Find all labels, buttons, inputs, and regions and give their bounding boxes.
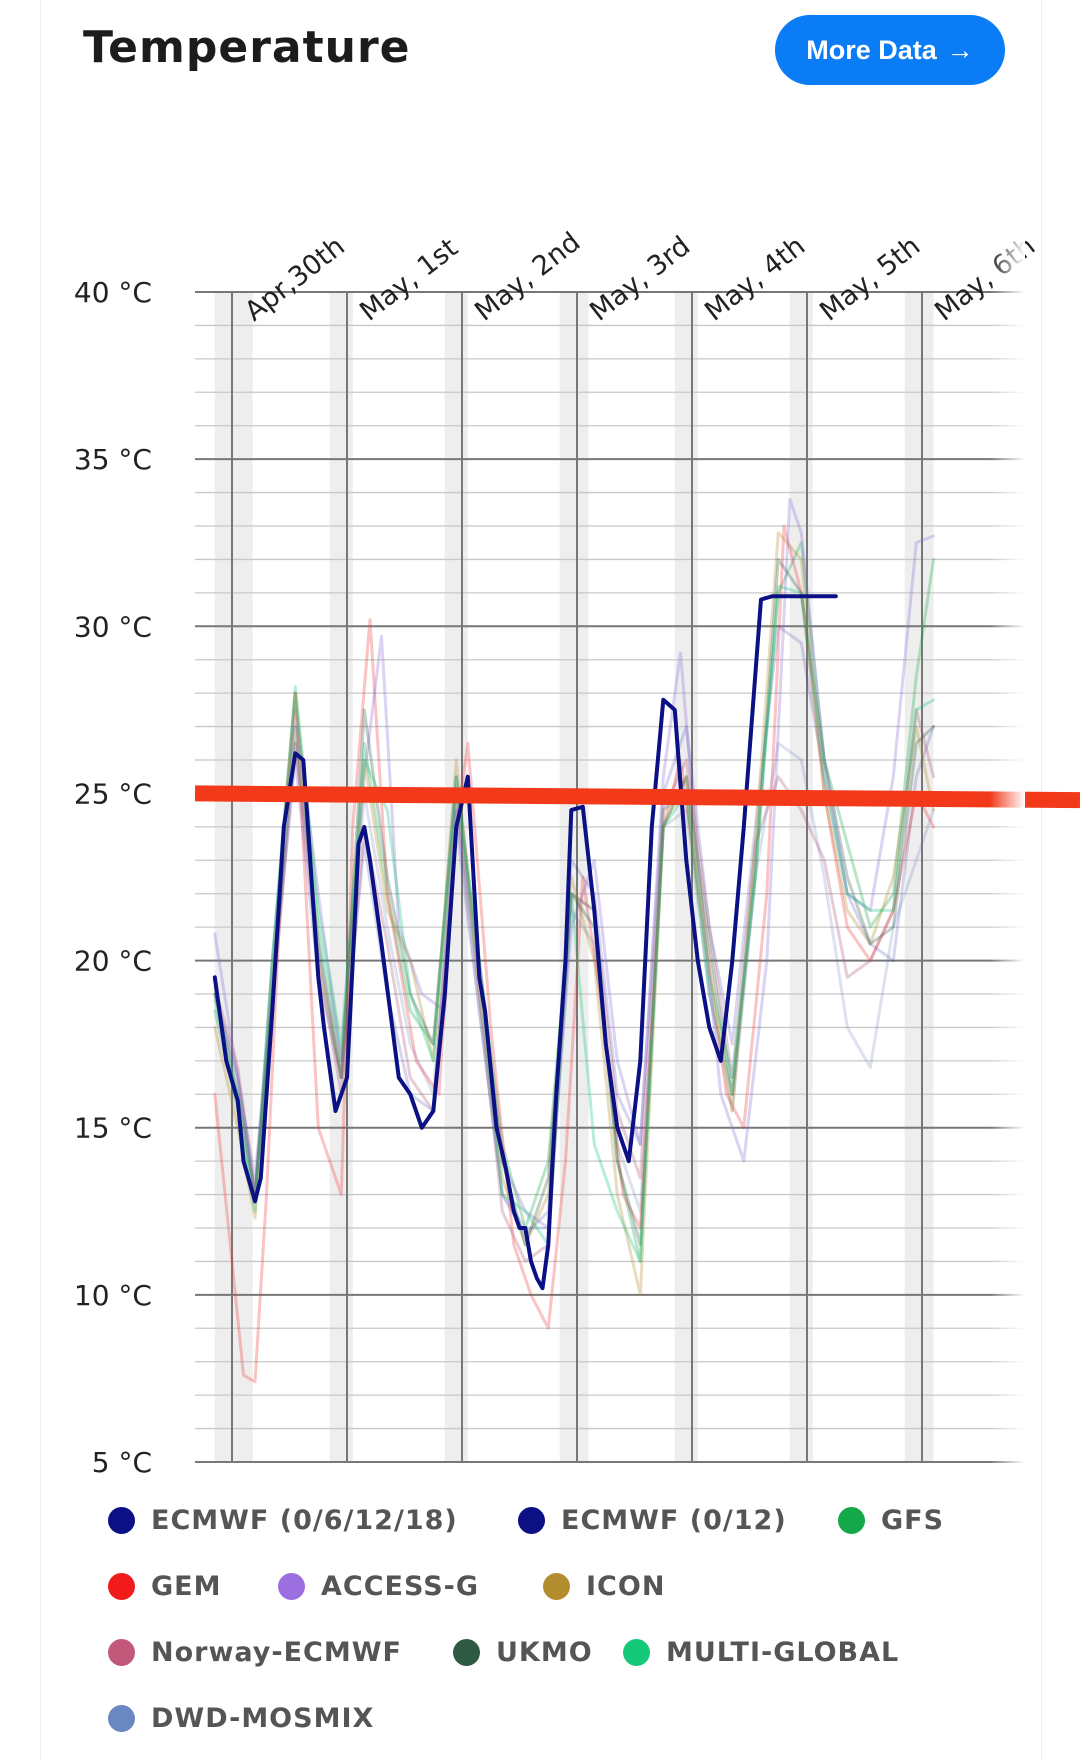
legend-item[interactable]: GEM (108, 1571, 221, 1602)
legend-item[interactable]: ICON (543, 1571, 665, 1602)
night-band (789, 292, 813, 1462)
legend-item[interactable]: GFS (838, 1505, 944, 1536)
y-tick-label: 30 °C (74, 610, 152, 643)
y-tick-label: 5 °C (92, 1446, 152, 1479)
legend-swatch-icon (623, 1639, 650, 1666)
legend-label: UKMO (496, 1637, 593, 1668)
series-line (213, 708, 935, 1263)
y-tick-label: 10 °C (74, 1279, 152, 1312)
series-line (213, 741, 935, 1230)
horizontal-gridlines (195, 291, 1025, 1463)
legend-label: GEM (151, 1571, 222, 1602)
legend-item[interactable]: MULTI-GLOBAL (623, 1637, 899, 1668)
legend-label: DWD-MOSMIX (151, 1703, 375, 1734)
series-line (212, 594, 838, 1291)
legend-swatch-icon (108, 1705, 135, 1732)
series-lines (212, 497, 935, 1384)
legend-item[interactable]: Norway-ECMWF (108, 1637, 402, 1668)
legend-item[interactable]: ACCESS-G (278, 1571, 479, 1602)
right-fade (990, 230, 1025, 1470)
legend-swatch-icon (278, 1573, 305, 1600)
y-tick-label: 25 °C (74, 777, 152, 810)
legend-swatch-icon (518, 1507, 545, 1534)
legend-label: ECMWF (0/6/12/18) (151, 1505, 458, 1536)
legend-label: GFS (881, 1505, 945, 1536)
reference-line-group (194, 785, 1080, 809)
y-tick-label: 35 °C (74, 443, 152, 476)
night-band (904, 292, 934, 1462)
legend-item[interactable]: ECMWF (0/6/12/18) (108, 1505, 458, 1536)
legend-label: ECMWF (0/12) (561, 1505, 787, 1536)
night-band (559, 292, 589, 1462)
legend-swatch-icon (108, 1573, 135, 1600)
series-line (213, 524, 935, 1384)
temperature-card (40, 0, 1042, 1761)
series-line (213, 557, 935, 1247)
legend-label: ICON (586, 1571, 666, 1602)
reference-line (194, 785, 1080, 809)
legend-label: Norway-ECMWF (151, 1637, 402, 1668)
legend-label: MULTI-GLOBAL (666, 1637, 900, 1668)
page-title: Temperature (83, 22, 411, 73)
legend-label: ACCESS-G (321, 1571, 480, 1602)
more-data-button[interactable]: More Data → (775, 15, 1005, 85)
y-axis: 40 °C 35 °C 30 °C 25 °C 20 °C 15 °C 10 °C 5 °C (74, 276, 152, 1479)
series-line (213, 584, 935, 1263)
legend-swatch-icon (108, 1639, 135, 1666)
series-line (213, 541, 935, 1263)
temperature-chart: 40 °C35 °C30 °C25 °C20 °C15 °C10 °C5 °C … (74, 226, 1080, 1479)
legend-swatch-icon (108, 1507, 135, 1534)
more-data-label: More Data (806, 34, 937, 65)
night-band (329, 292, 353, 1462)
y-tick-label: 20 °C (74, 945, 152, 978)
series-line (213, 497, 935, 1230)
legend-swatch-icon (838, 1507, 865, 1534)
legend-item[interactable]: ECMWF (0/12) (518, 1505, 787, 1536)
legend-swatch-icon (543, 1573, 570, 1600)
night-band (214, 292, 253, 1462)
legend-item[interactable]: DWD-MOSMIX (108, 1703, 374, 1734)
day-gridlines (231, 292, 923, 1462)
series-line (213, 531, 935, 1297)
y-tick-label: 15 °C (74, 1112, 152, 1145)
y-tick-label: 40 °C (74, 276, 152, 309)
legend-item[interactable]: UKMO (453, 1637, 593, 1668)
legend-swatch-icon (453, 1639, 480, 1666)
arrow-right-icon: → (946, 34, 974, 65)
